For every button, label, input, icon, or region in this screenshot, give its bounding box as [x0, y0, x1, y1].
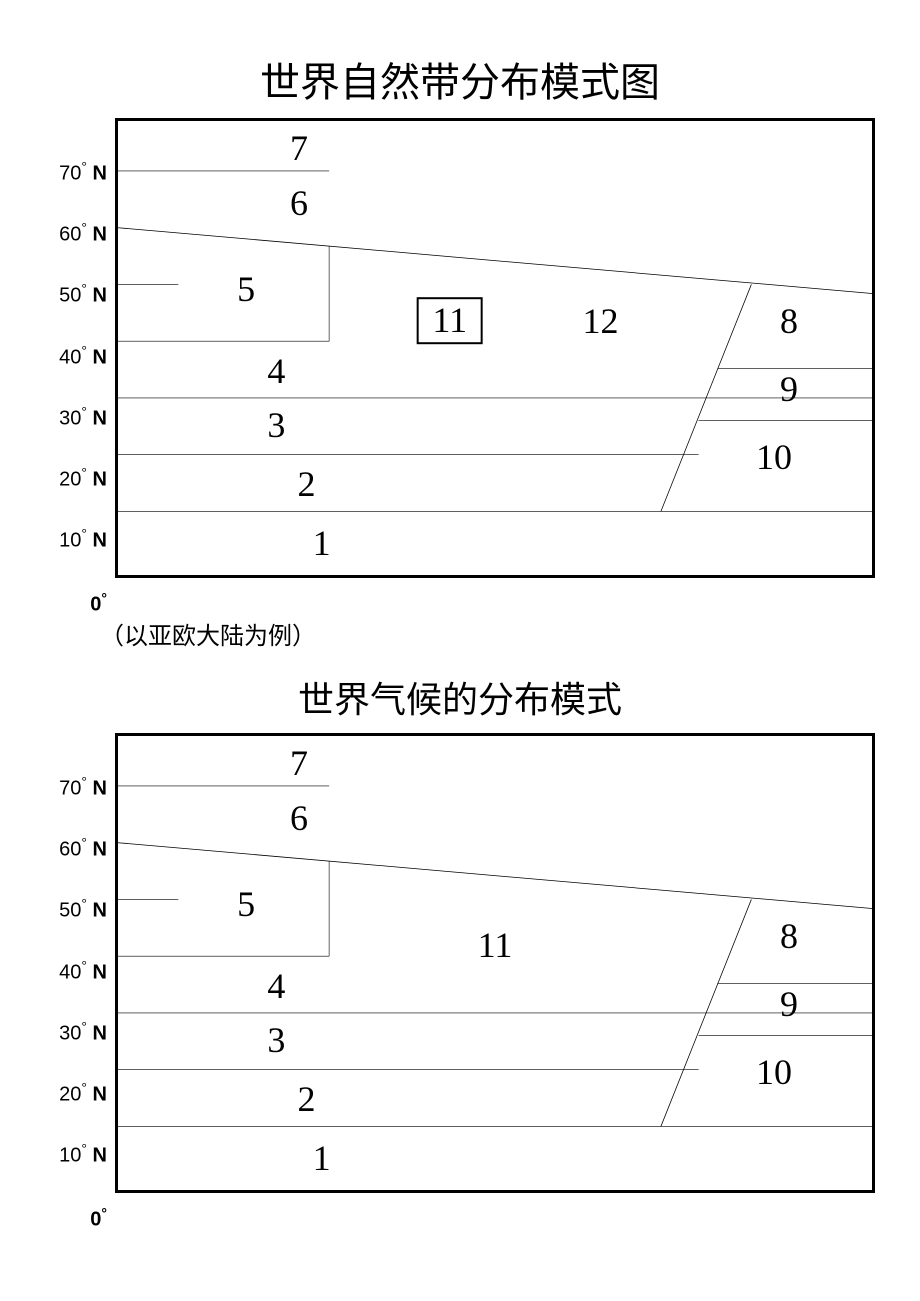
figure1-caption: （以亚欧大陆为例）: [100, 616, 920, 651]
zone-label-5: 5: [237, 886, 255, 922]
zone-label-3: 3: [267, 407, 285, 443]
figure1-y-axis: 70° N60° N50° N40° N30° N20° N10° N0°: [30, 118, 115, 608]
page: 世界自然带分布模式图 70° N 60° N 50° N 40° N 30° N 20° …: [0, 50, 920, 1223]
zone-label-4: 4: [267, 353, 285, 389]
y-axis-label: 70° N: [59, 774, 107, 801]
y-axis-label: 10° N: [59, 1141, 107, 1168]
zone-label-9: 9: [780, 371, 798, 407]
zone-label-12: 12: [583, 303, 619, 339]
y-axis-label: 50° N: [59, 896, 107, 923]
y-axis-label: 30° N: [59, 404, 107, 431]
y-axis-label: 50° N: [59, 281, 107, 308]
y-axis-label: 70° N: [59, 159, 107, 186]
y-axis-label: 60° N: [59, 835, 107, 862]
figure1-lines: [118, 121, 872, 575]
y-axis-label: 20° N: [59, 465, 107, 492]
zone-label-9: 9: [780, 986, 798, 1022]
y-axis-label: 20° N: [59, 1080, 107, 1107]
figure1-plot: 765432111128910: [115, 118, 875, 578]
zone-label-11: 11: [478, 927, 513, 963]
figure2-plot: 7654321118910: [115, 733, 875, 1193]
zone-label-6: 6: [290, 800, 308, 836]
divider-line: [118, 843, 872, 909]
y-axis-label: 30° N: [59, 1019, 107, 1046]
zone-label-1: 1: [313, 1140, 331, 1176]
zone-label-10: 10: [756, 439, 792, 475]
divider-line: [118, 228, 872, 294]
y-axis-label: 0°: [90, 1205, 107, 1232]
y-axis-label: 0°: [90, 590, 107, 617]
y-axis-label: 40° N: [59, 342, 107, 369]
zone-label-5: 5: [237, 271, 255, 307]
zone-label-7: 7: [290, 130, 308, 166]
zone-label-11: 11: [416, 297, 483, 345]
zone-label-3: 3: [267, 1022, 285, 1058]
figure1-diagram: 70° N60° N50° N40° N30° N20° N10° N0° 76…: [30, 118, 890, 608]
zone-label-7: 7: [290, 745, 308, 781]
y-axis-label: 40° N: [59, 957, 107, 984]
zone-label-2: 2: [298, 466, 316, 502]
y-axis-label: 60° N: [59, 220, 107, 247]
figure2-title: 世界气候的分布模式: [0, 671, 920, 723]
zone-label-8: 8: [780, 918, 798, 954]
figure1-title: 世界自然带分布模式图: [0, 50, 920, 108]
zone-label-2: 2: [298, 1081, 316, 1117]
zone-label-6: 6: [290, 185, 308, 221]
y-axis-label: 10° N: [59, 526, 107, 553]
zone-label-10: 10: [756, 1054, 792, 1090]
figure2-y-axis: 70° N60° N50° N40° N30° N20° N10° N0°: [30, 733, 115, 1223]
figure2-diagram: 70° N60° N50° N40° N30° N20° N10° N0° 76…: [30, 733, 890, 1223]
zone-label-1: 1: [313, 525, 331, 561]
zone-label-8: 8: [780, 303, 798, 339]
zone-label-4: 4: [267, 968, 285, 1004]
